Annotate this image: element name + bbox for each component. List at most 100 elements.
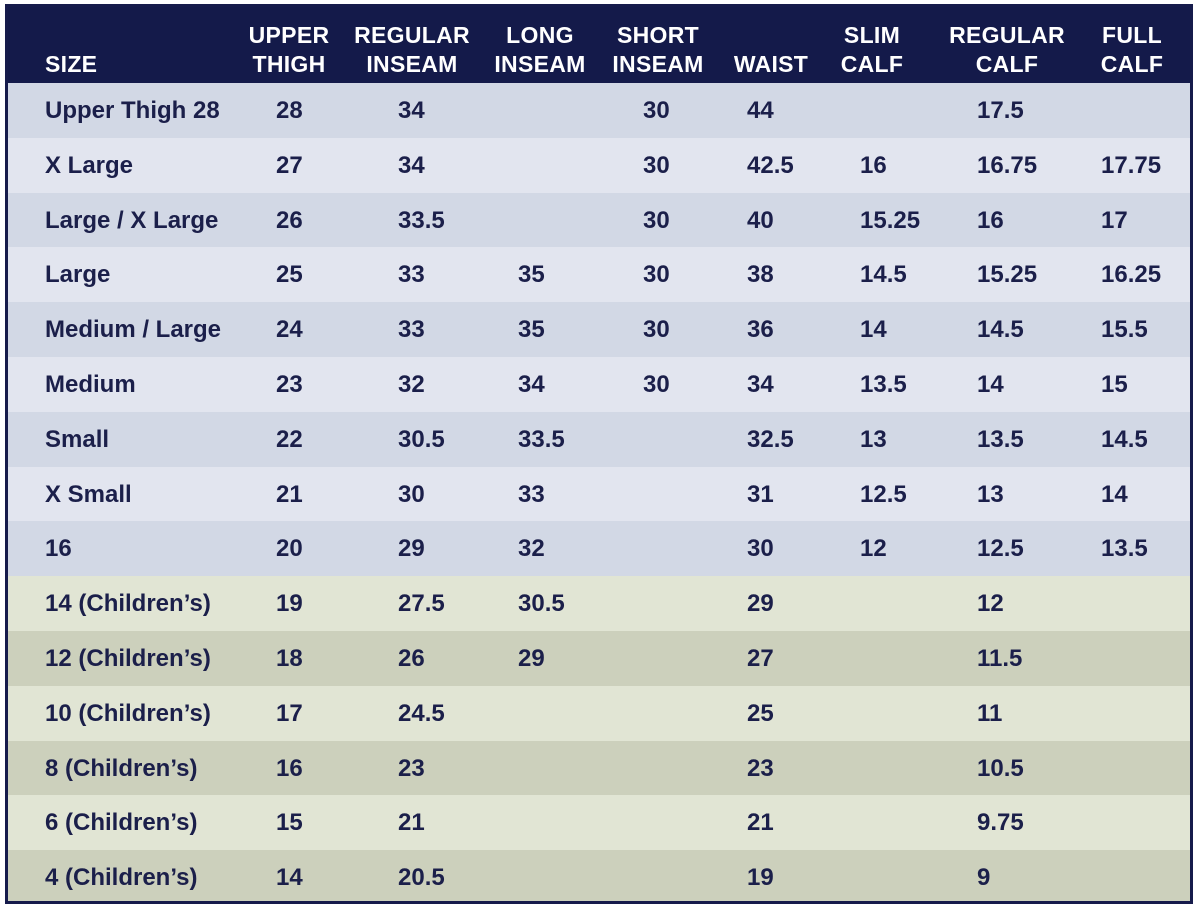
value-cell: 15.25	[860, 206, 921, 234]
value-cell: 25	[747, 699, 774, 727]
value-cell: 19	[747, 864, 774, 892]
value-cell: 13.5	[860, 371, 907, 398]
header-label: SHORT	[617, 22, 699, 48]
value-cell: 9.75	[977, 809, 1024, 837]
value-cell: 30	[643, 261, 670, 289]
value-cell: 13	[860, 425, 887, 453]
value-cell: 21	[747, 809, 774, 837]
value-cell: 35	[518, 261, 545, 289]
value-cell: 29	[747, 590, 774, 618]
value-cell: 11.5	[977, 645, 1023, 672]
header-label: REGULAR	[354, 22, 470, 48]
value-cell: 30	[643, 151, 670, 179]
value-cell: 13.5	[977, 425, 1024, 453]
value-cell: 15	[276, 809, 303, 837]
value-cell: 16	[977, 206, 1004, 234]
value-cell: 14	[276, 864, 303, 892]
value-cell: 24	[276, 316, 303, 344]
header-label: INSEAM	[366, 51, 458, 77]
header-label: CALF	[975, 51, 1039, 77]
value-cell: 17.5	[977, 97, 1024, 124]
value-cell: 12	[977, 590, 1004, 618]
value-cell: 22	[276, 425, 303, 453]
value-cell: 38	[747, 261, 774, 289]
value-cell: 23	[276, 371, 303, 398]
value-cell: 12	[860, 535, 887, 563]
size-cell: 10 (Children’s)	[45, 699, 211, 727]
value-cell: 33.5	[398, 206, 445, 234]
size-cell: X Small	[45, 480, 132, 508]
value-cell: 30	[643, 97, 670, 124]
value-cell: 42.5	[747, 151, 794, 179]
value-cell: 25	[276, 261, 303, 289]
value-cell: 16	[860, 151, 887, 179]
size-table: SIZE UPPER THIGH REGULAR INSEAM LONG INSEAM SHO…	[5, 4, 1193, 904]
value-cell: 12.5	[977, 535, 1024, 563]
table-row: 6 (Children’s) 15 21 21 9.75	[8, 795, 1190, 851]
table-row: 12 (Children’s) 18 26 29 27 11.5	[8, 631, 1190, 686]
header-label: INSEAM	[494, 51, 586, 77]
size-cell: 4 (Children’s)	[45, 864, 198, 892]
value-cell: 34	[398, 151, 425, 179]
value-cell: 17.75	[1101, 151, 1162, 179]
value-cell: 19	[276, 590, 303, 618]
table-row: 8 (Children’s) 16 23 23 10.5	[8, 740, 1190, 796]
value-cell: 20	[276, 535, 303, 563]
size-cell: Upper Thigh 28	[45, 97, 220, 124]
value-cell: 40	[747, 206, 774, 234]
value-cell: 34	[747, 371, 774, 398]
value-cell: 17	[1101, 206, 1128, 234]
value-cell: 30	[643, 371, 670, 398]
header-label: FULL	[1102, 22, 1162, 48]
table-row: 14 (Children’s) 19 27.5 30.5 29 12	[8, 576, 1190, 632]
value-cell: 35	[518, 316, 545, 344]
value-cell: 16	[276, 754, 303, 782]
value-cell: 18	[276, 645, 303, 672]
size-cell: 12 (Children’s)	[45, 645, 211, 672]
value-cell: 30.5	[518, 590, 565, 618]
value-cell: 24.5	[398, 699, 445, 727]
value-cell: 14	[1101, 480, 1128, 508]
size-cell: Medium / Large	[45, 316, 222, 344]
value-cell: 11	[977, 699, 1003, 727]
header-label: THIGH	[252, 51, 326, 77]
value-cell: 33.5	[518, 425, 565, 453]
value-cell: 15	[1101, 371, 1128, 398]
value-cell: 14.5	[1101, 425, 1148, 453]
value-cell: 27	[747, 645, 774, 672]
value-cell: 13	[977, 480, 1004, 508]
size-cell: 14 (Children’s)	[45, 590, 211, 618]
value-cell: 28	[276, 97, 303, 124]
value-cell: 23	[747, 754, 774, 782]
value-cell: 14.5	[977, 316, 1024, 344]
value-cell: 30	[643, 316, 670, 344]
value-cell: 33	[398, 316, 425, 344]
table-row: Upper Thigh 28 28 34 30 44 17.5	[8, 83, 1190, 138]
value-cell: 29	[518, 645, 545, 672]
size-cell: 8 (Children’s)	[45, 754, 198, 782]
value-cell: 44	[747, 97, 774, 124]
table-row: Large / X Large 26 33.5 30 40 15.25 16 17	[8, 192, 1190, 248]
value-cell: 15.5	[1101, 316, 1148, 344]
value-cell: 26	[398, 645, 425, 672]
table-header: SIZE UPPER THIGH REGULAR INSEAM LONG INSEAM SHO…	[8, 7, 1190, 83]
value-cell: 32	[518, 535, 545, 563]
value-cell: 32.5	[747, 425, 794, 453]
value-cell: 27.5	[398, 590, 445, 618]
value-cell: 21	[398, 809, 425, 837]
value-cell: 33	[518, 480, 545, 508]
size-cell: X Large	[45, 151, 134, 179]
size-cell: 16	[45, 535, 72, 563]
value-cell: 27	[276, 151, 303, 179]
value-cell: 9	[977, 864, 991, 892]
value-cell: 34	[398, 97, 425, 124]
value-cell: 21	[276, 480, 303, 508]
header-label: SLIM	[843, 22, 901, 48]
size-cell: Large / X Large	[45, 206, 219, 234]
table-row: X Small 21 30 33 31 12.5 13 14	[8, 466, 1190, 522]
table-row: 4 (Children’s) 14 20.5 19 9	[8, 850, 1190, 901]
value-cell: 30	[747, 535, 774, 563]
value-cell: 30	[643, 206, 670, 234]
table-row: X Large 27 34 30 42.5 16 16.75 17.75	[8, 137, 1190, 193]
header-label: CALF	[1100, 51, 1164, 77]
